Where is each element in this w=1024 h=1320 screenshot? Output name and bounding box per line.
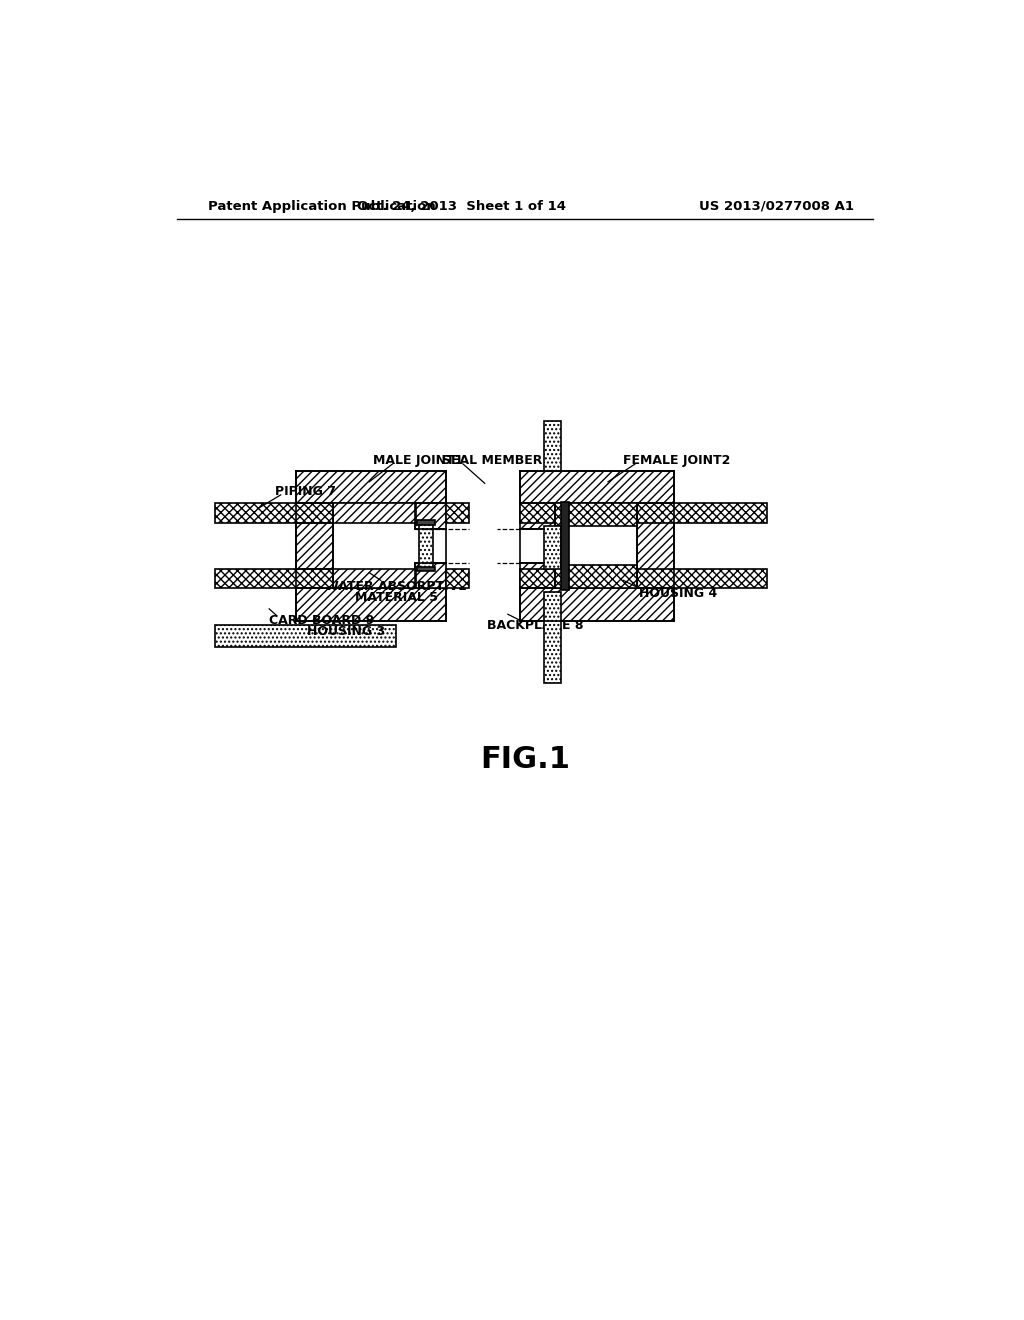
Bar — [544, 527, 561, 569]
Bar — [561, 502, 568, 590]
Bar — [333, 569, 416, 589]
Text: WATER ABSORPTIVE: WATER ABSORPTIVE — [326, 579, 467, 593]
Bar — [520, 569, 555, 589]
Bar — [520, 503, 555, 529]
Bar — [417, 520, 435, 525]
Bar — [215, 503, 333, 523]
Bar — [416, 562, 446, 589]
Text: MATERIAL 5: MATERIAL 5 — [354, 591, 437, 603]
Bar — [544, 591, 561, 682]
Bar — [416, 503, 446, 529]
Bar — [296, 471, 446, 503]
Bar — [520, 503, 555, 523]
Text: Oct. 24, 2013  Sheet 1 of 14: Oct. 24, 2013 Sheet 1 of 14 — [357, 199, 566, 213]
Bar — [520, 589, 674, 622]
Text: BACKPLANE 8: BACKPLANE 8 — [487, 619, 584, 632]
Bar — [555, 565, 637, 589]
Text: FIG.1: FIG.1 — [480, 744, 569, 774]
Bar — [446, 503, 469, 523]
Text: SEAL MEMBER 6: SEAL MEMBER 6 — [441, 454, 555, 467]
Bar — [520, 471, 674, 503]
Bar — [215, 569, 333, 589]
Text: FEMALE JOINT2: FEMALE JOINT2 — [624, 454, 731, 467]
Bar — [637, 503, 674, 589]
Text: HOUSING 3: HOUSING 3 — [307, 624, 385, 638]
Text: PIPING 7: PIPING 7 — [274, 484, 336, 498]
Bar — [520, 562, 555, 589]
Bar — [637, 569, 767, 589]
Bar — [215, 626, 396, 647]
Text: MALE JOINT1: MALE JOINT1 — [373, 454, 464, 467]
Text: HOUSING 4: HOUSING 4 — [639, 587, 717, 601]
Bar — [637, 503, 767, 523]
Bar — [333, 503, 416, 523]
Bar — [419, 521, 433, 570]
Text: Patent Application Publication: Patent Application Publication — [208, 199, 435, 213]
Bar — [417, 566, 435, 572]
Bar — [296, 503, 333, 589]
Bar — [446, 569, 469, 589]
Text: CARD BOARD 9: CARD BOARD 9 — [269, 614, 375, 627]
Bar — [296, 589, 446, 622]
Bar — [544, 421, 561, 471]
Text: US 2013/0277008 A1: US 2013/0277008 A1 — [699, 199, 854, 213]
Bar — [555, 503, 637, 527]
